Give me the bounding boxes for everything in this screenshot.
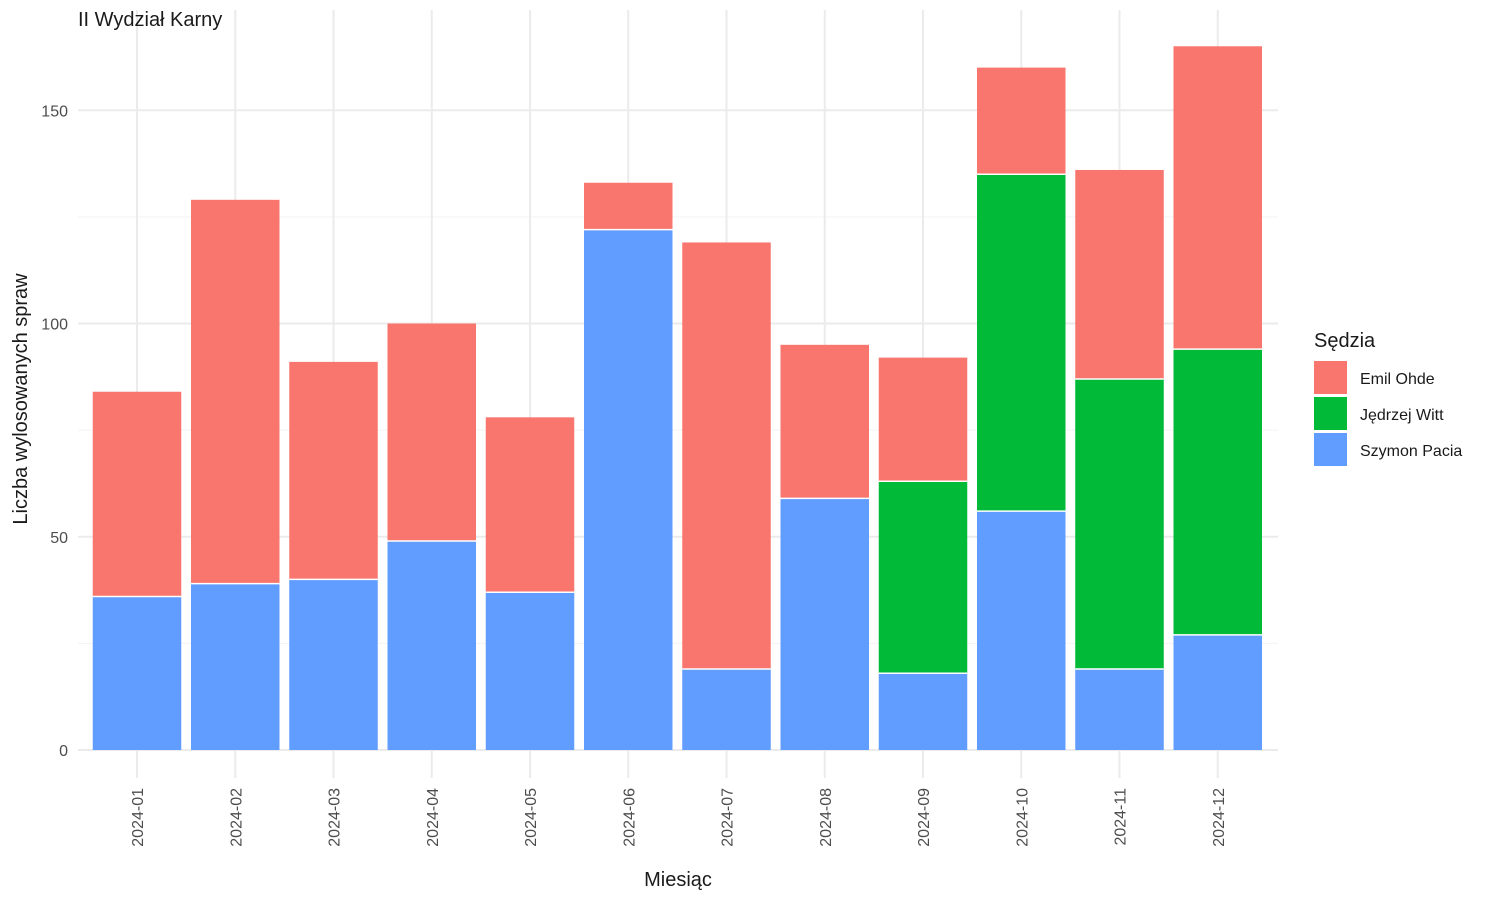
bar-segment — [977, 511, 1066, 750]
bar-segment — [584, 182, 673, 230]
bar-segment — [485, 417, 575, 593]
x-tick-label: 2024-02 — [228, 788, 245, 847]
bar-segment — [1173, 349, 1262, 635]
x-tick-label: 2024-03 — [327, 788, 344, 847]
bar-segment — [191, 583, 280, 750]
x-axis-ticks: 2024-01 2024-02 2024-03 2024-04 2024-05 2024-… — [130, 788, 1228, 847]
bar-segment — [1173, 46, 1262, 350]
x-tick-label: 2024-10 — [1014, 788, 1031, 847]
bar-segment — [977, 174, 1066, 512]
legend-label: Jędrzej Witt — [1360, 407, 1444, 424]
y-axis-ticks: 0 50 100 150 — [41, 103, 68, 760]
x-tick-label: 2024-07 — [720, 788, 737, 847]
legend-label: Szymon Pacia — [1360, 443, 1462, 460]
bar-segment — [878, 481, 968, 674]
y-tick-label: 100 — [41, 317, 68, 334]
chart-title: II Wydział Karny — [78, 9, 222, 31]
legend: Sędzia Emil Ohde Jędrzej Witt Szymon Pacia — [1314, 330, 1462, 466]
x-tick-label: 2024-01 — [130, 788, 147, 847]
bar-segment — [1075, 378, 1164, 669]
legend-title: Sędzia — [1314, 330, 1376, 352]
bar-segment — [584, 229, 673, 751]
bar-segment — [1173, 634, 1262, 750]
x-tick-label: 2024-04 — [425, 788, 442, 847]
y-tick-label: 0 — [59, 743, 68, 760]
x-tick-label: 2024-09 — [916, 788, 933, 847]
x-tick-label: 2024-05 — [523, 788, 540, 847]
bar-segment — [878, 357, 968, 482]
bar-segment — [387, 323, 476, 542]
bar-segment — [485, 592, 575, 750]
bars — [92, 46, 1262, 751]
bar-segment — [1075, 169, 1164, 379]
x-axis-title: Miesiąc — [644, 869, 712, 891]
x-tick-label: 2024-11 — [1113, 788, 1130, 846]
y-axis-title: Liczba wylosowanych spraw — [10, 273, 32, 525]
legend-label: Emil Ohde — [1360, 371, 1435, 388]
x-tick-label: 2024-12 — [1211, 788, 1228, 847]
bar-segment — [682, 668, 771, 750]
legend-swatch — [1314, 361, 1347, 394]
legend-swatch — [1314, 433, 1347, 466]
bar-segment — [780, 344, 869, 499]
bar-segment — [92, 596, 182, 750]
x-tick-label: 2024-06 — [621, 788, 638, 847]
legend-swatch — [1314, 397, 1347, 430]
bar-segment — [780, 498, 869, 750]
bar-segment — [92, 391, 182, 597]
bar-segment — [289, 579, 378, 750]
bar-segment — [1075, 668, 1164, 750]
bar-segment — [977, 67, 1066, 175]
bar-segment — [191, 199, 280, 584]
bar-segment — [289, 361, 378, 580]
y-tick-label: 150 — [41, 103, 68, 120]
bar-segment — [387, 541, 476, 750]
bar-segment — [878, 673, 968, 750]
x-tick-label: 2024-08 — [818, 788, 835, 847]
y-tick-label: 50 — [50, 530, 68, 547]
bar-segment — [682, 242, 771, 669]
